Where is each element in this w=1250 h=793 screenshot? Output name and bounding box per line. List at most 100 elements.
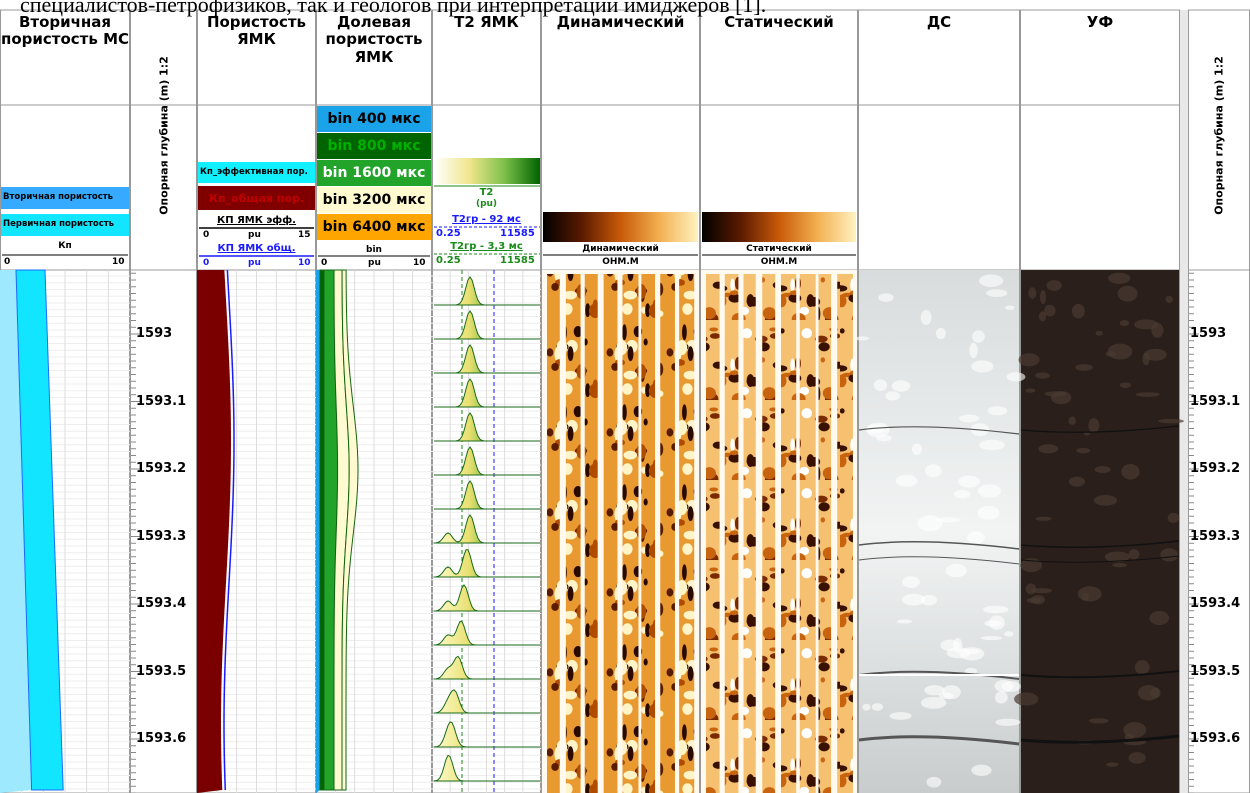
scale-label: 0.25: [436, 256, 461, 266]
depth-label: 1593.6: [1190, 732, 1240, 745]
core-texture: [1028, 287, 1036, 299]
core-texture: [972, 330, 985, 343]
core-texture: [936, 328, 946, 339]
core-texture: [1027, 598, 1042, 604]
core-texture: [896, 475, 917, 487]
depth-label: 1593.6: [136, 732, 186, 745]
core-texture: [1160, 548, 1178, 561]
core-texture: [1005, 306, 1015, 310]
scale-label: 11585: [500, 229, 535, 239]
legend-label: Кп_общая пор.: [198, 193, 315, 204]
core-texture: [954, 490, 971, 499]
core-texture: [1069, 417, 1076, 425]
core-texture: [1108, 344, 1133, 360]
image-pad: [744, 274, 756, 793]
image-pad: [679, 274, 694, 793]
core-texture: [967, 531, 985, 543]
core-texture: [855, 336, 869, 340]
core-texture: [958, 476, 980, 488]
legend-label: bin 400 мкс: [317, 112, 431, 126]
scale-label: 15: [298, 231, 311, 240]
core-texture: [1149, 611, 1169, 625]
scale-label: 10: [298, 259, 311, 268]
depth-title: Опорная глубина (m) 1:2: [158, 56, 169, 216]
scale-label: 11585: [500, 256, 535, 266]
legend-label: bin 3200 мкс: [317, 193, 431, 207]
gradient-bar: [543, 212, 698, 242]
core-texture: [921, 310, 932, 325]
core-texture: [981, 636, 1003, 640]
core-texture: [978, 484, 1001, 497]
image-pad: [547, 274, 560, 793]
core-texture: [1046, 280, 1061, 291]
core-texture: [1165, 296, 1173, 303]
legend-label: bin 1600 мкс: [317, 166, 431, 180]
bin-fill: [316, 270, 320, 793]
core-texture: [995, 691, 1008, 703]
depth-label: 1593.2: [1190, 462, 1240, 475]
curve-name: T2гр - 92 мс: [432, 215, 541, 225]
depth-label: 1593.1: [1190, 395, 1240, 408]
core-texture: [995, 719, 1020, 726]
core-texture: [1108, 273, 1130, 284]
core-texture: [983, 606, 1009, 614]
scale-label: 10: [112, 258, 125, 267]
core-texture: [1035, 372, 1050, 378]
track-title: Статический: [700, 14, 858, 31]
scale-label: 0: [4, 258, 10, 267]
core-texture: [926, 777, 941, 788]
core-texture: [1095, 466, 1111, 473]
core-texture: [1075, 364, 1093, 371]
depth-label: 1593.5: [136, 665, 186, 678]
core-photo: [859, 270, 1019, 793]
image-pad: [706, 274, 720, 793]
track-title: T2 ЯМК: [432, 14, 541, 31]
image-bg: [701, 270, 857, 793]
core-texture: [1031, 588, 1052, 593]
image-pad: [585, 274, 598, 793]
core-texture: [1106, 762, 1118, 766]
core-texture: [1158, 419, 1184, 423]
core-texture: [917, 515, 942, 531]
core-texture: [1120, 320, 1129, 326]
track-title: УФ: [1020, 14, 1180, 31]
legend-label: Вторичная пористость: [3, 193, 113, 202]
core-texture: [1072, 304, 1085, 319]
curve-name: Кп: [0, 242, 130, 251]
core-texture: [892, 380, 910, 392]
scale-label: 0: [321, 259, 327, 268]
curve-name: T2гр - 3,3 мс: [432, 242, 541, 252]
image-bg: [542, 270, 699, 793]
core-texture: [1018, 353, 1039, 366]
core-texture: [889, 712, 911, 720]
core-texture: [921, 697, 947, 709]
core-texture: [1095, 331, 1102, 336]
bin-fill: [320, 270, 324, 790]
image-pad: [800, 274, 816, 793]
core-texture: [959, 414, 979, 422]
core-texture: [971, 765, 991, 776]
legend-label: bin 800 мкс: [317, 139, 431, 153]
gap: [1180, 10, 1188, 793]
depth-title: Опорная глубина (m) 1:2: [1214, 56, 1225, 216]
track-title: Долевая пористость ЯМК: [316, 14, 432, 66]
track-title: Пористость ЯМК: [197, 14, 316, 49]
core-texture: [988, 406, 1008, 415]
legend-label: bin 6400 мкс: [317, 220, 431, 234]
track-title: Динамический: [541, 14, 700, 31]
core-texture: [953, 638, 962, 653]
core-texture: [1088, 418, 1099, 433]
log-graphics: [0, 0, 1250, 793]
curve-name: bin: [316, 246, 432, 255]
image-pad: [819, 274, 832, 793]
core-texture: [986, 289, 1007, 297]
core-photo: [1021, 270, 1179, 793]
image-pad: [641, 274, 655, 793]
core-texture: [978, 506, 1000, 520]
core-texture: [1076, 448, 1090, 454]
core-texture: [939, 693, 954, 700]
core-texture: [1112, 563, 1127, 567]
core-texture: [897, 619, 912, 623]
depth-label: 1593.5: [1190, 665, 1240, 678]
depth-label: 1593: [1190, 327, 1226, 340]
